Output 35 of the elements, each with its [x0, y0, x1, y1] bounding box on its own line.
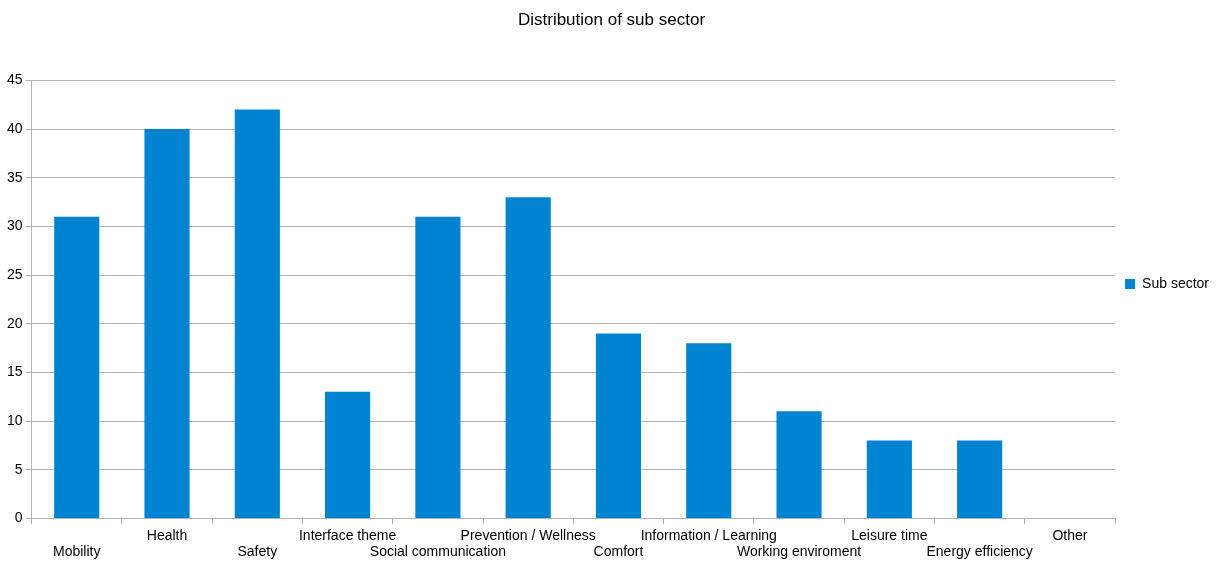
y-tick-label: 15 — [6, 363, 23, 380]
bar — [54, 216, 100, 518]
bar — [234, 109, 280, 518]
x-tick-label: Working enviroment — [736, 543, 862, 560]
bar — [505, 197, 551, 518]
x-tick-label: Mobility — [52, 543, 101, 560]
bar — [776, 411, 822, 518]
bar — [957, 440, 1003, 518]
y-tick-label: 20 — [6, 314, 23, 331]
y-tick-label: 30 — [6, 217, 23, 234]
x-tick-label: Information / Learning — [640, 526, 777, 543]
x-tick-label: Prevention / Wellness — [460, 526, 596, 543]
y-tick-label: 35 — [6, 168, 23, 185]
y-tick-label: 25 — [6, 265, 23, 282]
x-tick-label: Safety — [237, 543, 278, 560]
bar — [415, 216, 461, 518]
x-tick-label: Interface theme — [298, 526, 397, 543]
x-tick-label: Social communication — [369, 543, 506, 560]
x-tick-label: Health — [146, 526, 188, 543]
bar — [866, 440, 912, 518]
y-tick-label: 5 — [14, 460, 23, 477]
y-tick-label: 40 — [6, 119, 23, 136]
chart-title: Distribution of sub sector — [517, 9, 706, 29]
bar — [325, 391, 371, 518]
bar — [686, 343, 732, 518]
x-tick-label: Energy efficiency — [926, 543, 1033, 560]
y-tick-label: 45 — [6, 71, 23, 88]
x-tick-label: Comfort — [593, 543, 644, 560]
x-tick-label: Leisure time — [851, 526, 928, 543]
bar — [144, 129, 190, 518]
legend-label: Sub sector — [1142, 274, 1210, 291]
y-tick-label: 0 — [14, 509, 23, 526]
y-tick-label: 10 — [6, 411, 23, 428]
bar — [595, 333, 642, 518]
x-tick-label: Other — [1052, 526, 1088, 543]
